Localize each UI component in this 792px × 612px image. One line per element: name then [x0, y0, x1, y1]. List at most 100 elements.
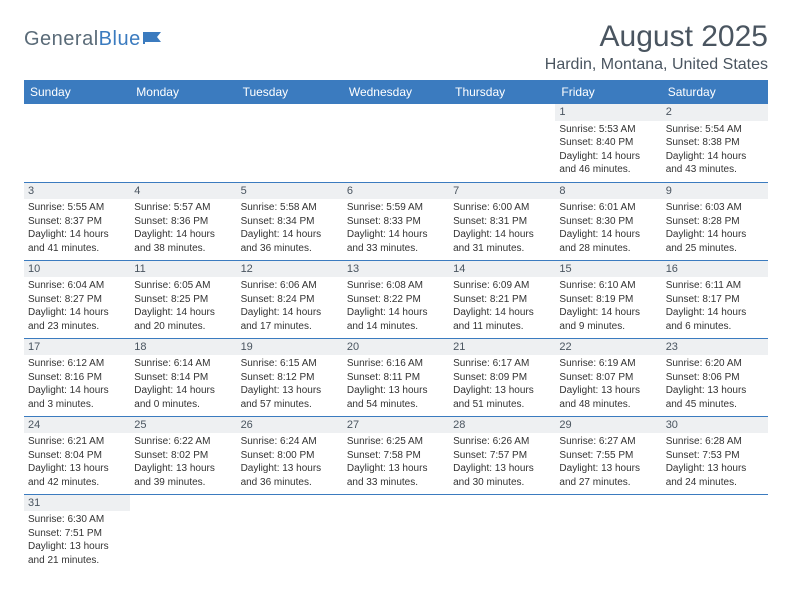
cell-sunset: Sunset: 8:24 PM: [241, 293, 339, 307]
cell-daylight2: and 3 minutes.: [28, 398, 126, 412]
cell-sunrise: Sunrise: 6:24 AM: [241, 435, 339, 449]
cell-daylight2: and 39 minutes.: [134, 476, 232, 490]
cell-daylight2: and 48 minutes.: [559, 398, 657, 412]
cell-sunset: Sunset: 8:27 PM: [28, 293, 126, 307]
cell-sunrise: Sunrise: 6:30 AM: [28, 513, 126, 527]
cell-sunset: Sunset: 8:00 PM: [241, 449, 339, 463]
cell-daylight1: Daylight: 14 hours: [134, 384, 232, 398]
cell-sunset: Sunset: 8:21 PM: [453, 293, 551, 307]
cell-daylight2: and 51 minutes.: [453, 398, 551, 412]
location: Hardin, Montana, United States: [545, 56, 768, 74]
cell-daylight1: Daylight: 13 hours: [28, 462, 126, 476]
cell-daylight2: and 9 minutes.: [559, 320, 657, 334]
cell-sunrise: Sunrise: 6:16 AM: [347, 357, 445, 371]
cell-sunrise: Sunrise: 6:05 AM: [134, 279, 232, 293]
cell-daylight2: and 33 minutes.: [347, 476, 445, 490]
cell-daylight1: Daylight: 14 hours: [28, 384, 126, 398]
calendar-cell: 4Sunrise: 5:57 AMSunset: 8:36 PMDaylight…: [130, 182, 236, 260]
weekday-header: Tuesday: [237, 80, 343, 104]
cell-sunrise: Sunrise: 6:20 AM: [666, 357, 764, 371]
cell-sunrise: Sunrise: 6:14 AM: [134, 357, 232, 371]
cell-sunset: Sunset: 8:25 PM: [134, 293, 232, 307]
calendar-cell: 25Sunrise: 6:22 AMSunset: 8:02 PMDayligh…: [130, 416, 236, 494]
day-number: 22: [555, 339, 661, 356]
cell-sunset: Sunset: 8:12 PM: [241, 371, 339, 385]
cell-sunrise: Sunrise: 5:53 AM: [559, 123, 657, 137]
cell-sunrise: Sunrise: 6:11 AM: [666, 279, 764, 293]
cell-daylight2: and 31 minutes.: [453, 242, 551, 256]
cell-daylight1: Daylight: 13 hours: [134, 462, 232, 476]
calendar-cell: [662, 494, 768, 572]
cell-daylight1: Daylight: 13 hours: [28, 540, 126, 554]
day-number: 13: [343, 261, 449, 278]
cell-daylight1: Daylight: 14 hours: [134, 228, 232, 242]
day-number: 12: [237, 261, 343, 278]
calendar-head: SundayMondayTuesdayWednesdayThursdayFrid…: [24, 80, 768, 104]
calendar-table: SundayMondayTuesdayWednesdayThursdayFrid…: [24, 80, 768, 572]
day-number: 28: [449, 417, 555, 434]
cell-sunset: Sunset: 8:40 PM: [559, 136, 657, 150]
calendar-cell: 12Sunrise: 6:06 AMSunset: 8:24 PMDayligh…: [237, 260, 343, 338]
calendar-cell: 27Sunrise: 6:25 AMSunset: 7:58 PMDayligh…: [343, 416, 449, 494]
cell-sunrise: Sunrise: 5:59 AM: [347, 201, 445, 215]
weekday-header: Thursday: [449, 80, 555, 104]
day-number: 8: [555, 183, 661, 200]
day-number: 15: [555, 261, 661, 278]
calendar-cell: 15Sunrise: 6:10 AMSunset: 8:19 PMDayligh…: [555, 260, 661, 338]
calendar-cell: 13Sunrise: 6:08 AMSunset: 8:22 PMDayligh…: [343, 260, 449, 338]
cell-daylight1: Daylight: 14 hours: [666, 306, 764, 320]
day-number: 3: [24, 183, 130, 200]
cell-daylight1: Daylight: 13 hours: [241, 462, 339, 476]
calendar-cell: 17Sunrise: 6:12 AMSunset: 8:16 PMDayligh…: [24, 338, 130, 416]
cell-sunrise: Sunrise: 5:57 AM: [134, 201, 232, 215]
cell-daylight1: Daylight: 14 hours: [28, 228, 126, 242]
cell-sunset: Sunset: 7:57 PM: [453, 449, 551, 463]
cell-daylight2: and 38 minutes.: [134, 242, 232, 256]
cell-sunset: Sunset: 7:53 PM: [666, 449, 764, 463]
cell-sunrise: Sunrise: 5:58 AM: [241, 201, 339, 215]
calendar-cell: 8Sunrise: 6:01 AMSunset: 8:30 PMDaylight…: [555, 182, 661, 260]
cell-daylight1: Daylight: 13 hours: [347, 384, 445, 398]
flag-icon: [143, 30, 163, 44]
day-number: 17: [24, 339, 130, 356]
cell-sunrise: Sunrise: 5:55 AM: [28, 201, 126, 215]
calendar-cell: [130, 104, 236, 182]
calendar-cell: 14Sunrise: 6:09 AMSunset: 8:21 PMDayligh…: [449, 260, 555, 338]
cell-daylight2: and 36 minutes.: [241, 242, 339, 256]
cell-daylight2: and 24 minutes.: [666, 476, 764, 490]
calendar-cell: [237, 494, 343, 572]
calendar-cell: 24Sunrise: 6:21 AMSunset: 8:04 PMDayligh…: [24, 416, 130, 494]
weekday-header: Sunday: [24, 80, 130, 104]
day-number: 19: [237, 339, 343, 356]
cell-sunset: Sunset: 8:06 PM: [666, 371, 764, 385]
day-number: 16: [662, 261, 768, 278]
day-number: 26: [237, 417, 343, 434]
day-number: 29: [555, 417, 661, 434]
calendar-cell: 9Sunrise: 6:03 AMSunset: 8:28 PMDaylight…: [662, 182, 768, 260]
cell-daylight2: and 54 minutes.: [347, 398, 445, 412]
calendar-cell: [130, 494, 236, 572]
calendar-cell: 2Sunrise: 5:54 AMSunset: 8:38 PMDaylight…: [662, 104, 768, 182]
cell-daylight1: Daylight: 14 hours: [347, 306, 445, 320]
cell-sunrise: Sunrise: 6:09 AM: [453, 279, 551, 293]
cell-daylight1: Daylight: 13 hours: [241, 384, 339, 398]
calendar-cell: 31Sunrise: 6:30 AMSunset: 7:51 PMDayligh…: [24, 494, 130, 572]
cell-sunrise: Sunrise: 6:00 AM: [453, 201, 551, 215]
cell-sunset: Sunset: 8:19 PM: [559, 293, 657, 307]
calendar-cell: 19Sunrise: 6:15 AMSunset: 8:12 PMDayligh…: [237, 338, 343, 416]
calendar-body: 1Sunrise: 5:53 AMSunset: 8:40 PMDaylight…: [24, 104, 768, 572]
logo-text: GeneralBlue: [24, 28, 141, 51]
cell-sunrise: Sunrise: 6:28 AM: [666, 435, 764, 449]
cell-daylight2: and 57 minutes.: [241, 398, 339, 412]
day-number: 11: [130, 261, 236, 278]
calendar-cell: 5Sunrise: 5:58 AMSunset: 8:34 PMDaylight…: [237, 182, 343, 260]
cell-daylight2: and 27 minutes.: [559, 476, 657, 490]
cell-daylight1: Daylight: 14 hours: [347, 228, 445, 242]
cell-daylight2: and 6 minutes.: [666, 320, 764, 334]
cell-sunrise: Sunrise: 6:17 AM: [453, 357, 551, 371]
calendar-cell: [237, 104, 343, 182]
cell-daylight1: Daylight: 14 hours: [453, 228, 551, 242]
calendar-cell: 18Sunrise: 6:14 AMSunset: 8:14 PMDayligh…: [130, 338, 236, 416]
cell-daylight1: Daylight: 14 hours: [559, 306, 657, 320]
cell-daylight1: Daylight: 13 hours: [666, 462, 764, 476]
